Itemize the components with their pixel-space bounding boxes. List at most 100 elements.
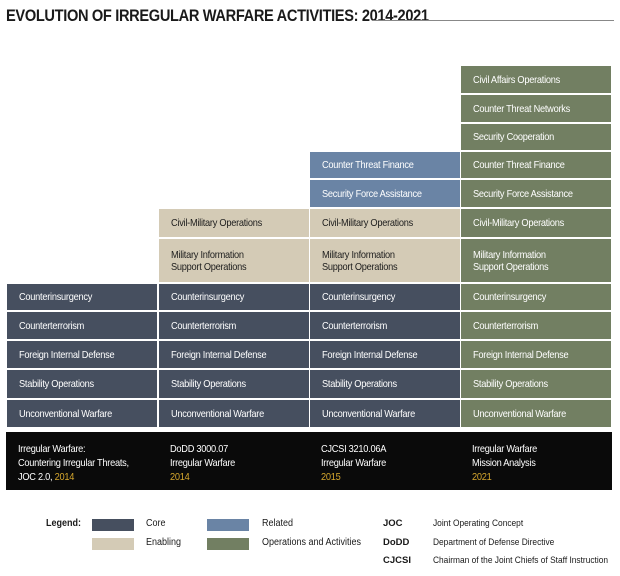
activity-label: Stability Operations [19,378,94,390]
activity-label: Counterinsurgency [171,291,245,303]
document-line: Irregular Warfare [472,443,538,455]
document-line: Mission Analysis [472,457,536,469]
document-year: 2014 [54,471,75,483]
activity-cell: Counterinsurgency [158,283,310,311]
activity-label: Unconventional Warfare [19,407,112,420]
activity-label: Security Cooperation [473,131,555,143]
activity-label: Counterinsurgency [19,291,93,303]
activity-label: Counterinsurgency [322,291,396,303]
activity-cell: Foreign Internal Defense [158,340,310,369]
activity-label: Stability Operations [473,378,548,390]
document-line: Countering Irregular Threats, [18,457,129,469]
activity-cell: Counterterrorism [460,311,612,340]
activity-label: Military Information Support Operations [171,248,247,273]
legend-label: Core [146,518,166,529]
legend-swatch-enabling [92,538,134,550]
activity-cell: Foreign Internal Defense [460,340,612,369]
activity-label: Counterterrorism [473,319,539,332]
document-line: Irregular Warfare: [18,443,86,455]
activity-label: Counterinsurgency [473,291,547,303]
activity-label: Civil-Military Operations [473,217,564,229]
legend-label: Related [262,518,294,529]
activity-cell: Stability Operations [309,369,461,399]
abbreviation-definition: Joint Operating Concept [433,518,524,529]
activity-cell: Security Force Assistance [460,179,612,208]
abbreviation: DoDD [383,537,410,548]
activity-label: Security Force Assistance [473,187,573,200]
activity-label: Military Information Support Operations [322,248,398,273]
activity-cell: Unconventional Warfare [309,399,461,428]
activity-label: Unconventional Warfare [473,407,566,420]
activity-cell: Foreign Internal Defense [309,340,461,369]
activity-label: Foreign Internal Defense [19,348,115,361]
activity-cell: Counterterrorism [309,311,461,340]
document-year: 2015 [321,471,341,483]
activity-cell: Unconventional Warfare [6,399,158,428]
activity-label: Counterterrorism [19,319,85,332]
abbreviation: JOC [383,518,403,529]
activity-cell: Counterinsurgency [309,283,461,311]
activity-cell: Unconventional Warfare [158,399,310,428]
activity-cell: Security Force Assistance [309,179,461,208]
document-line: Irregular Warfare [170,457,236,469]
document-line: Irregular Warfare [321,457,387,469]
legend-label: Enabling [146,537,182,548]
title-rule [372,20,614,21]
activity-cell: Civil Affairs Operations [460,65,612,94]
activity-cell: Counterinsurgency [6,283,158,311]
activity-label: Counterterrorism [171,319,237,332]
activity-label: Foreign Internal Defense [473,348,569,361]
document-label: Irregular Warfare Mission Analysis 2021 [472,442,546,484]
activity-cell: Military Information Support Operations [460,238,612,283]
activity-cell: Military Information Support Operations [158,238,310,283]
document-year-line: JOC 2.0, 2014 [18,470,129,484]
document-line: CJCSI 3210.06A [321,443,387,455]
activity-label: Counter Threat Finance [473,159,565,171]
activity-cell: Foreign Internal Defense [6,340,158,369]
activity-cell: Counter Threat Networks [460,94,612,123]
document-year-line: 2014 [170,470,235,484]
activity-cell: Civil-Military Operations [460,208,612,238]
document-year-line: 2015 [321,470,386,484]
activity-cell: Counterterrorism [6,311,158,340]
legend-title: Legend: [46,518,82,529]
document-label: Irregular Warfare: Countering Irregular T… [18,442,144,484]
activity-label: Civil Affairs Operations [473,73,560,86]
activity-label: Military Information Support Operations [473,248,549,273]
document-label: DoDD 3000.07 Irregular Warfare 2014 [170,442,244,484]
document-year: 2021 [472,471,492,483]
activity-cell: Stability Operations [6,369,158,399]
activity-label: Unconventional Warfare [322,407,415,420]
activity-cell: Counter Threat Finance [309,151,461,179]
activity-cell: Military Information Support Operations [309,238,461,283]
legend-swatch-ops [207,538,249,550]
activity-cell: Counter Threat Finance [460,151,612,179]
abbreviation: CJCSI [383,555,411,566]
abbreviation-definition: Chairman of the Joint Chiefs of Staff In… [433,555,609,566]
document-year-line: 2021 [472,470,537,484]
legend-label: Operations and Activities [262,537,362,548]
activity-cell: Civil-Military Operations [309,208,461,238]
activity-label: Counter Threat Networks [473,102,570,115]
activity-label: Foreign Internal Defense [322,348,418,361]
activity-cell: Stability Operations [460,369,612,399]
activity-label: Unconventional Warfare [171,407,264,420]
activity-cell: Counterterrorism [158,311,310,340]
document-row [6,432,612,490]
document-prefix: JOC 2.0, [18,471,55,483]
activity-label: Civil-Military Operations [171,217,262,229]
activity-cell: Civil-Military Operations [158,208,310,238]
activity-label: Civil-Military Operations [322,217,413,229]
activity-label: Foreign Internal Defense [171,348,267,361]
activity-label: Stability Operations [322,378,397,390]
activity-cell: Unconventional Warfare [460,399,612,428]
activity-cell: Security Cooperation [460,123,612,151]
legend-swatch-related [207,519,249,531]
activity-label: Counter Threat Finance [322,159,414,171]
document-label: CJCSI 3210.06A Irregular Warfare 2015 [321,442,395,484]
activity-cell: Stability Operations [158,369,310,399]
activity-label: Counterterrorism [322,319,388,332]
activity-cell: Counterinsurgency [460,283,612,311]
document-year: 2014 [170,471,190,483]
document-line: DoDD 3000.07 [170,443,228,455]
